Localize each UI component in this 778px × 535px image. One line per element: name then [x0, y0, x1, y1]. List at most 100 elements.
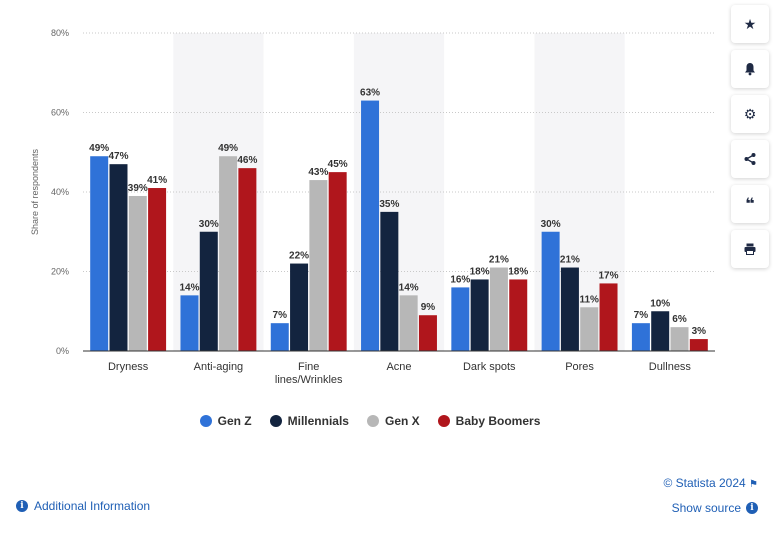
y-tick-label: 80% — [51, 28, 69, 38]
print-icon — [744, 243, 756, 255]
data-label: 17% — [599, 270, 619, 281]
y-tick-label: 0% — [56, 346, 69, 356]
category-label: Pores — [565, 361, 594, 373]
legend-swatch — [437, 415, 450, 427]
data-label: 14% — [399, 282, 419, 293]
bar — [580, 307, 599, 351]
bar — [290, 263, 309, 351]
data-label: 3% — [692, 326, 707, 337]
bar — [328, 172, 347, 351]
settings-button[interactable]: ⚙ — [731, 95, 769, 133]
bar — [199, 231, 218, 351]
category-label: Acne — [386, 361, 411, 373]
data-label: 22% — [289, 251, 309, 262]
data-label: 16% — [450, 274, 470, 285]
additional-information-link[interactable]: i Additional Information — [16, 499, 150, 513]
notification-button[interactable] — [731, 50, 769, 88]
bar — [180, 295, 199, 351]
bar — [451, 287, 470, 351]
data-label: 9% — [421, 302, 436, 313]
legend-label: Millennials — [287, 414, 349, 428]
y-tick-label: 20% — [51, 267, 69, 277]
data-label: 49% — [89, 143, 109, 154]
data-label: 35% — [379, 199, 399, 210]
statista-credit[interactable]: © Statista 2024 ⚑ — [663, 476, 758, 490]
bar — [489, 267, 508, 351]
cite-button[interactable]: ❝ — [731, 185, 769, 223]
data-label: 45% — [328, 159, 348, 170]
bar — [399, 295, 418, 351]
category-label-line: Fine — [298, 361, 319, 373]
bar — [541, 231, 560, 351]
legend-item[interactable]: Baby Boomers — [437, 414, 541, 428]
category-label: Dryness — [108, 361, 149, 373]
legend-label: Gen Z — [217, 414, 252, 428]
legend-swatch — [199, 415, 212, 427]
data-label: 30% — [541, 219, 561, 230]
legend-swatch — [269, 415, 282, 427]
data-label: 11% — [579, 294, 599, 305]
bar-chart: 0%20%40%60%80%Share of respondents49%47%… — [30, 28, 715, 386]
y-tick-label: 40% — [51, 187, 69, 197]
bar — [238, 168, 257, 351]
print-button[interactable] — [731, 230, 769, 268]
category-label-line: Dullness — [649, 361, 692, 373]
favorite-button[interactable]: ★ — [731, 5, 769, 43]
bar — [270, 323, 289, 351]
legend-label: Baby Boomers — [455, 414, 541, 428]
data-label: 18% — [508, 266, 528, 277]
bar — [689, 339, 708, 351]
quote-icon: ❝ — [745, 196, 755, 213]
credit-text: © Statista 2024 — [663, 476, 746, 490]
legend-swatch — [366, 415, 379, 427]
category-label: Dark spots — [463, 361, 516, 373]
show-source-label: Show source — [671, 501, 741, 515]
info-icon: i — [746, 502, 758, 514]
data-label: 49% — [218, 143, 238, 154]
bar — [651, 311, 670, 351]
data-label: 30% — [199, 219, 219, 230]
legend-item[interactable]: Gen Z — [199, 414, 252, 428]
legend-item[interactable]: Millennials — [269, 414, 349, 428]
bell-icon — [745, 63, 755, 76]
category-label: Fine lines/Wrinkles — [275, 361, 343, 386]
data-label: 21% — [560, 255, 580, 266]
bar — [148, 188, 167, 351]
data-label: 21% — [489, 255, 509, 266]
bar — [361, 100, 380, 351]
share-icon — [744, 153, 756, 165]
bar — [670, 327, 689, 351]
category-label: Anti-aging — [194, 361, 244, 373]
data-label: 47% — [108, 151, 128, 162]
share-button[interactable] — [731, 140, 769, 178]
flag-icon: ⚑ — [749, 479, 758, 490]
category-label-line: Pores — [565, 361, 594, 373]
category-label-line: Dryness — [108, 361, 149, 373]
data-label: 10% — [650, 298, 670, 309]
category-label-line: lines/Wrinkles — [275, 374, 343, 386]
bar — [380, 211, 399, 351]
data-label: 39% — [128, 183, 148, 194]
category-label-line: Acne — [386, 361, 411, 373]
legend-label: Gen X — [384, 414, 420, 428]
data-label: 41% — [147, 175, 167, 186]
data-label: 63% — [360, 88, 380, 99]
toolbar: ★ ⚙ ❝ — [731, 5, 769, 275]
bar — [631, 323, 650, 351]
data-label: 7% — [634, 310, 649, 321]
chart-legend: Gen Z Millennials Gen X Baby Boomers — [0, 414, 740, 428]
show-source-link[interactable]: Show source i — [672, 501, 758, 515]
bar — [309, 180, 328, 351]
legend-item[interactable]: Gen X — [366, 414, 420, 428]
data-label: 43% — [308, 167, 328, 178]
bar — [418, 315, 437, 351]
category-label: Dullness — [649, 361, 692, 373]
data-label: 46% — [237, 155, 257, 166]
bar — [128, 195, 147, 351]
bar — [470, 279, 489, 351]
category-label-line: Dark spots — [463, 361, 516, 373]
y-tick-label: 60% — [51, 108, 69, 118]
bar — [599, 283, 618, 351]
bar — [509, 279, 528, 351]
gear-icon: ⚙ — [743, 105, 757, 122]
